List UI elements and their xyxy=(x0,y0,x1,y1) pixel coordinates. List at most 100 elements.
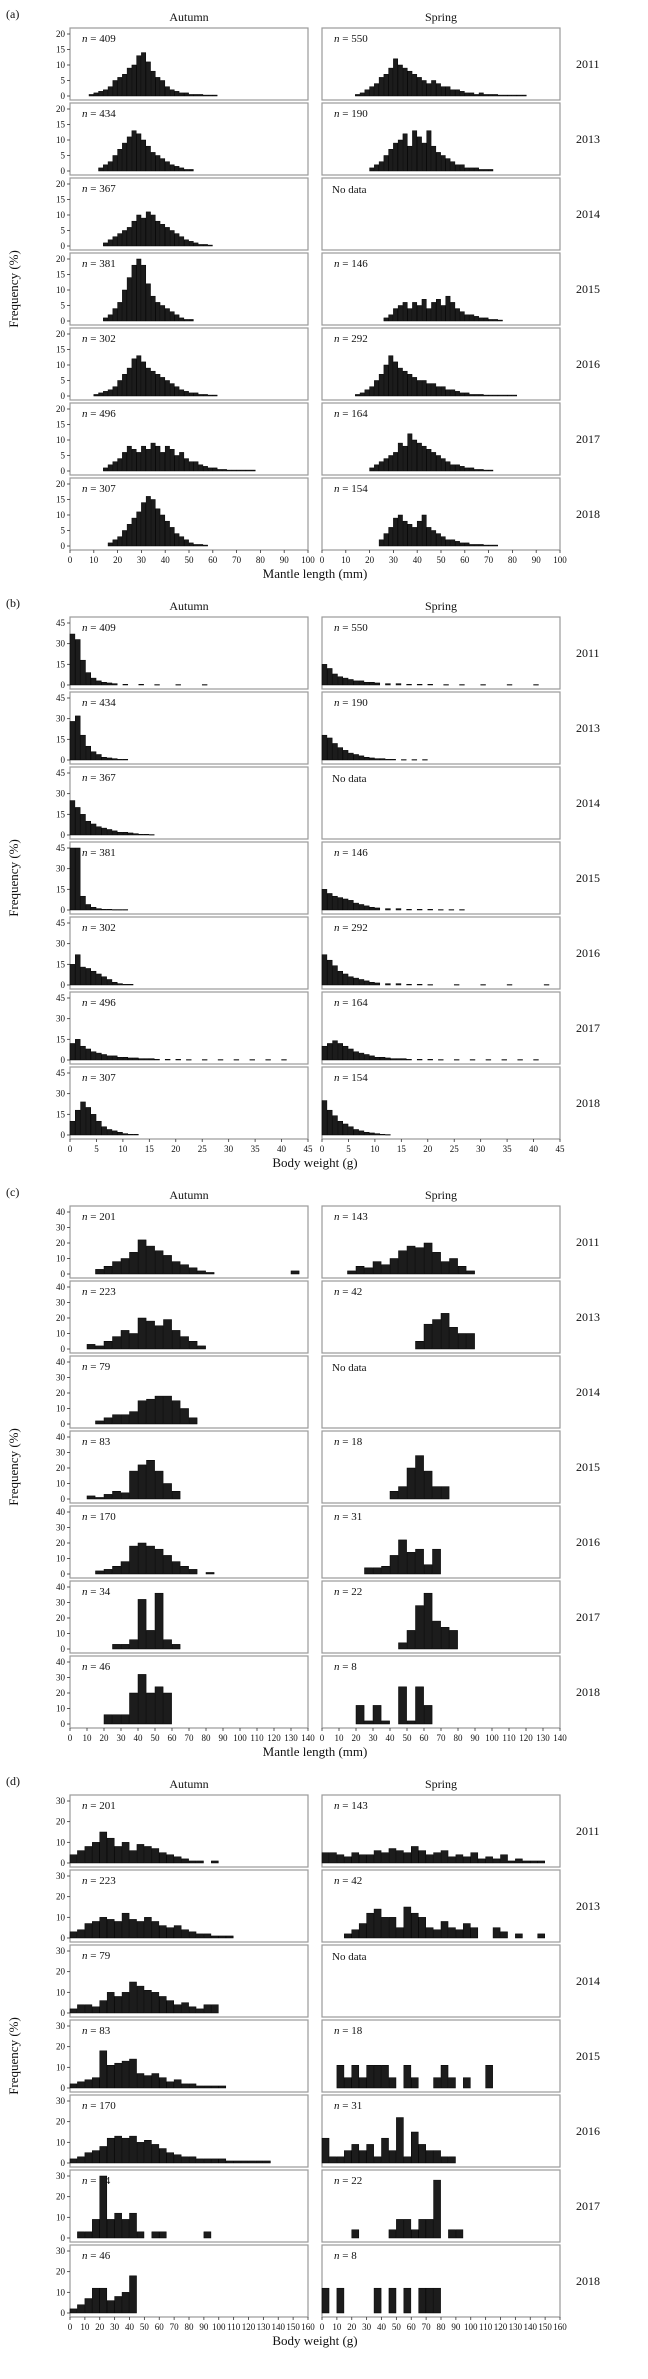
histogram-bar xyxy=(90,906,97,911)
x-tick-label: 140 xyxy=(301,1733,315,1743)
x-tick-label: 150 xyxy=(286,2322,300,2332)
histogram-bar xyxy=(403,2065,412,2089)
histogram-bar xyxy=(369,86,375,97)
x-tick-label: 15 xyxy=(397,1144,407,1154)
y-tick-label: 10 xyxy=(56,2137,66,2147)
histogram-bar xyxy=(464,167,470,172)
sample-size-prefix: n xyxy=(82,333,88,345)
histogram-bar xyxy=(174,166,180,172)
histogram-bar xyxy=(342,1045,349,1061)
histogram-bar xyxy=(106,829,113,836)
histogram-bar xyxy=(397,442,403,472)
histogram-bar xyxy=(146,1245,155,1275)
histogram-bar xyxy=(101,681,107,686)
histogram-bar xyxy=(353,1129,359,1136)
histogram-bar xyxy=(145,496,151,547)
histogram-bar xyxy=(431,530,437,547)
sample-size-equals: = xyxy=(88,772,100,784)
histogram-bar xyxy=(515,1858,523,1864)
histogram-bar xyxy=(477,1858,486,1864)
histogram-bar xyxy=(426,130,432,172)
sample-size-equals: = xyxy=(88,1950,100,1962)
sample-size-prefix: n xyxy=(82,1661,88,1673)
x-tick-label: 100 xyxy=(485,1733,499,1743)
x-tick-label: 50 xyxy=(151,1733,161,1743)
histogram-bar xyxy=(483,317,489,322)
x-tick-label: 0 xyxy=(68,2322,73,2332)
sample-size-value: 46 xyxy=(99,2250,111,2262)
y-tick-label: 15 xyxy=(56,1109,66,1119)
sample-size-label: n = 79 xyxy=(82,1950,111,1962)
histogram-bar xyxy=(381,2065,389,2089)
histogram-bar xyxy=(389,1491,399,1500)
histogram-bar xyxy=(433,2077,441,2089)
histogram-bar xyxy=(337,676,344,686)
histogram-bar xyxy=(506,684,513,686)
y-tick-label: 10 xyxy=(56,1554,66,1564)
y-tick-label: 30 xyxy=(56,1871,66,1881)
no-data-label: No data xyxy=(332,1951,367,1963)
sample-size-equals: = xyxy=(340,33,352,45)
histogram-bar xyxy=(389,1258,399,1275)
histogram-bar xyxy=(93,92,99,97)
histogram-bar xyxy=(383,74,389,97)
histogram-bar xyxy=(373,1850,382,1864)
histogram-bar xyxy=(364,1054,370,1061)
sample-size-equals: = xyxy=(340,1586,352,1598)
y-tick-label: 15 xyxy=(56,420,66,430)
histogram-bar xyxy=(121,1992,130,2014)
sample-size-label: n = 164 xyxy=(334,408,368,420)
histogram-bar xyxy=(483,544,489,547)
histogram-bar xyxy=(455,2229,464,2239)
histogram-bar xyxy=(373,2065,382,2089)
histogram-bar xyxy=(502,394,508,397)
histogram-bar xyxy=(75,954,81,986)
histogram-bar xyxy=(84,2079,93,2089)
histogram-bar xyxy=(84,1846,93,1864)
histogram-bar xyxy=(146,1630,155,1650)
sample-size-equals: = xyxy=(88,997,100,1009)
histogram-bar xyxy=(112,981,118,986)
histogram-bar xyxy=(440,536,446,547)
histogram-bar xyxy=(136,2231,145,2239)
x-tick-label: 40 xyxy=(277,1144,287,1154)
histogram-bar xyxy=(388,455,394,472)
sample-size-value: 302 xyxy=(99,922,116,934)
histogram-bar xyxy=(423,1242,433,1275)
histogram-bar xyxy=(388,2287,397,2314)
column-title-autumn: Autumn xyxy=(169,1777,208,1791)
histogram-bar xyxy=(433,1852,441,1864)
histogram-bar xyxy=(412,439,418,472)
subplot-frame xyxy=(69,1944,309,2018)
histogram-bar xyxy=(183,169,189,172)
y-tick-label: 0 xyxy=(61,680,66,690)
histogram-bar xyxy=(398,1539,407,1575)
histogram-bar xyxy=(112,308,118,322)
histogram-bar xyxy=(381,1720,390,1725)
sample-size-prefix: n xyxy=(334,408,340,420)
x-tick-label: 0 xyxy=(320,555,325,565)
histogram-bar xyxy=(369,906,375,911)
sample-size-value: 79 xyxy=(99,1361,111,1373)
histogram-bar xyxy=(327,1043,333,1061)
y-axis-label: Frequency (%) xyxy=(6,2017,21,2095)
sample-size-label: n = 381 xyxy=(82,258,116,270)
x-tick-label: 10 xyxy=(370,1144,380,1154)
sample-size-label: n = 367 xyxy=(82,183,116,195)
histogram-bar xyxy=(126,524,132,547)
sample-size-value: 381 xyxy=(99,258,116,270)
histogram-bar xyxy=(80,966,86,986)
histogram-bar xyxy=(463,1923,471,1939)
histogram-bar xyxy=(450,302,456,322)
sample-size-label: n = 223 xyxy=(82,1875,116,1887)
histogram-bar xyxy=(493,394,498,397)
histogram-bar xyxy=(440,86,446,97)
histogram-bar xyxy=(425,1854,434,1864)
histogram-bar xyxy=(154,1250,164,1275)
histogram-bar xyxy=(145,211,151,247)
histogram-bar xyxy=(69,1120,76,1136)
y-tick-label: 5 xyxy=(61,376,66,386)
